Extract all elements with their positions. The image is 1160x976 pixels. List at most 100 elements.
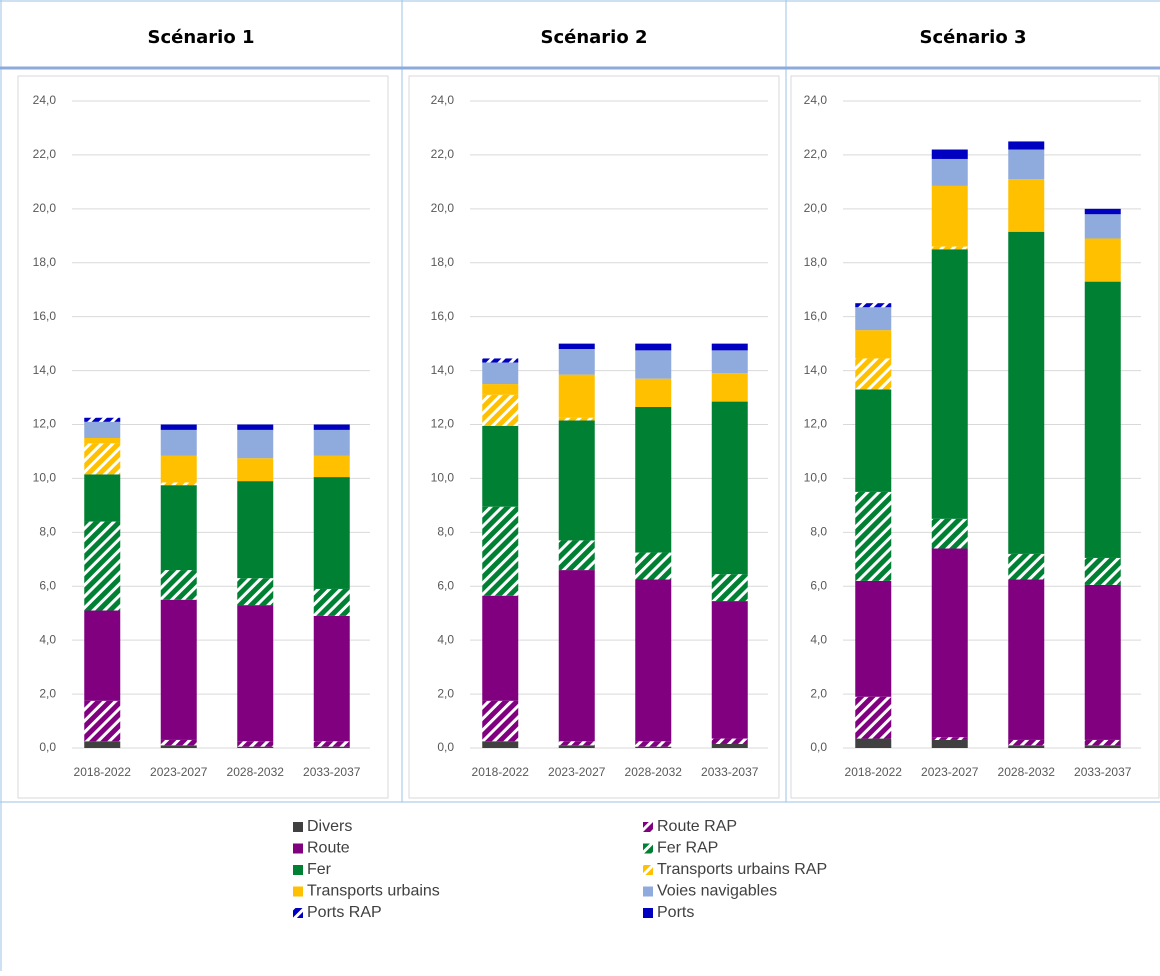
bar-segment xyxy=(160,455,197,483)
bar-segment xyxy=(931,149,968,159)
bar-segment xyxy=(931,158,968,186)
bar-segment xyxy=(1084,208,1121,215)
bar-segment xyxy=(482,506,519,596)
bar-segment xyxy=(711,738,748,744)
bar-segment xyxy=(482,425,519,507)
y-tick-label: 14,0 xyxy=(804,363,828,377)
bar-segment xyxy=(711,743,748,748)
bar-segment xyxy=(711,401,748,575)
bar-segment xyxy=(1008,579,1045,740)
bar-segment xyxy=(160,424,197,430)
x-tick-label: 2028-2032 xyxy=(625,765,683,779)
bar-segment xyxy=(855,358,892,390)
bar-segment xyxy=(84,741,121,748)
bar-segment xyxy=(237,741,274,747)
bar-segment xyxy=(558,349,595,375)
x-tick-label: 2033-2037 xyxy=(303,765,361,779)
bar-segment xyxy=(1084,557,1121,585)
y-tick-label: 0,0 xyxy=(810,740,827,754)
bar-segment xyxy=(237,458,274,482)
y-tick-label: 24,0 xyxy=(33,93,57,107)
x-tick-label: 2033-2037 xyxy=(1074,765,1132,779)
x-tick-label: 2018-2022 xyxy=(845,765,903,779)
x-tick-label: 2018-2022 xyxy=(472,765,530,779)
bar-segment xyxy=(558,374,595,418)
bar-segment xyxy=(482,700,519,742)
legend-swatch xyxy=(293,843,303,854)
bar-segment xyxy=(1008,149,1045,180)
y-tick-label: 4,0 xyxy=(810,632,827,646)
bar-segment xyxy=(855,389,892,492)
bar-segment xyxy=(635,378,672,407)
panel xyxy=(790,75,1160,799)
legend-label: Fer RAP xyxy=(657,840,718,857)
bar-segment xyxy=(160,570,197,600)
legend-label: Route xyxy=(307,840,350,857)
y-tick-label: 14,0 xyxy=(431,363,455,377)
bar-segment xyxy=(84,521,121,611)
bar-segment xyxy=(237,481,274,579)
bar-segment xyxy=(931,246,968,250)
y-tick-label: 18,0 xyxy=(804,255,828,269)
legend-swatch xyxy=(293,822,303,832)
bar-segment xyxy=(313,455,350,478)
bar-segment xyxy=(558,570,595,742)
bar-segment xyxy=(84,437,121,444)
x-tick-label: 2033-2037 xyxy=(701,765,759,779)
bar-segment xyxy=(237,746,274,748)
bar-segment xyxy=(160,429,197,456)
bar-segment xyxy=(1084,281,1121,558)
y-tick-label: 0,0 xyxy=(437,740,454,754)
legend-label: Transports urbains xyxy=(307,883,440,900)
bar-segment xyxy=(931,739,968,748)
bar-segment xyxy=(635,350,672,379)
y-tick-label: 16,0 xyxy=(33,309,57,323)
bar-segment xyxy=(1008,739,1045,746)
bar-segment xyxy=(558,745,595,748)
y-tick-label: 20,0 xyxy=(431,201,455,215)
bar-segment xyxy=(635,343,672,351)
y-tick-label: 2,0 xyxy=(39,686,56,700)
bar-segment xyxy=(482,394,519,426)
bar-segment xyxy=(931,737,968,740)
bar-segment xyxy=(855,330,892,359)
bar-segment xyxy=(313,746,350,748)
bar-segment xyxy=(313,429,350,456)
chart-title: Scénario 3 xyxy=(919,27,1026,48)
y-tick-label: 24,0 xyxy=(804,93,828,107)
legend-swatch xyxy=(643,822,653,832)
bar-segment xyxy=(855,307,892,331)
bar-segment xyxy=(237,605,274,742)
legend-label: Divers xyxy=(307,818,352,835)
bar-segment xyxy=(931,548,968,738)
bar-segment xyxy=(160,745,197,748)
legend-label: Fer xyxy=(307,861,332,878)
y-tick-label: 10,0 xyxy=(431,471,455,485)
bar-segment xyxy=(313,741,350,747)
y-tick-label: 22,0 xyxy=(804,147,828,161)
bar-segment xyxy=(84,417,121,422)
bar-segment xyxy=(237,424,274,430)
y-tick-label: 8,0 xyxy=(810,525,827,539)
legend-label: Route RAP xyxy=(657,818,737,835)
y-tick-label: 4,0 xyxy=(437,632,454,646)
y-tick-label: 22,0 xyxy=(431,147,455,161)
x-tick-label: 2028-2032 xyxy=(998,765,1056,779)
bar-segment xyxy=(1084,238,1121,282)
bar-segment xyxy=(558,420,595,541)
y-tick-label: 20,0 xyxy=(804,201,828,215)
legend-swatch xyxy=(643,886,653,897)
bar-segment xyxy=(1084,739,1121,746)
bar-segment xyxy=(711,574,748,602)
legend-label: Ports xyxy=(657,904,694,921)
chart-title: Scénario 1 xyxy=(147,27,254,48)
bar-segment xyxy=(482,384,519,395)
bar-segment xyxy=(711,601,748,739)
bar-segment xyxy=(635,552,672,580)
y-tick-label: 18,0 xyxy=(431,255,455,269)
x-tick-label: 2023-2027 xyxy=(150,765,208,779)
x-tick-label: 2028-2032 xyxy=(227,765,285,779)
bar-segment xyxy=(313,588,350,616)
y-tick-label: 22,0 xyxy=(33,147,57,161)
bar-segment xyxy=(84,700,121,742)
